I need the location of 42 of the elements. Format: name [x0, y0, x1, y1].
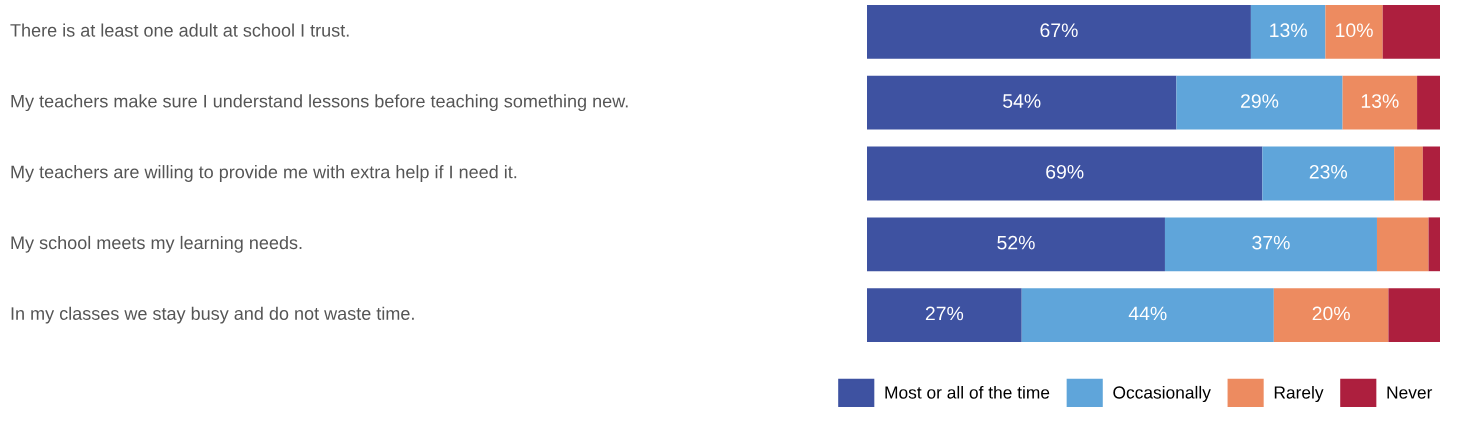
- bar: [1342, 75, 1418, 130]
- bar: [1394, 146, 1423, 201]
- y-tick-label: There is at least one adult at school I trust.: [10, 23, 349, 37]
- data-label: 29%: [1241, 94, 1279, 108]
- legend-label: Occasionally: [1113, 385, 1211, 403]
- bar: [1273, 288, 1389, 342]
- bar: [1422, 146, 1440, 201]
- data-label: 20%: [1312, 306, 1350, 321]
- bar: [1325, 5, 1383, 59]
- y-tick-label: In my classes we stay busy and do not waste time.: [11, 306, 414, 324]
- data-label: 54%: [1003, 94, 1041, 108]
- bar: [867, 5, 1251, 59]
- data-label: 67%: [1040, 23, 1078, 38]
- bar: [867, 288, 1022, 342]
- y-tick-label: My teachers are willing to provide me with extra help if I need it.: [11, 165, 517, 182]
- bar: [1388, 288, 1440, 342]
- bar: [1376, 217, 1429, 272]
- data-label: 10%: [1336, 23, 1373, 38]
- bar: [1021, 288, 1274, 342]
- y-tick-label: My school meets my learning needs.: [11, 235, 302, 253]
- bar: [1262, 146, 1395, 201]
- data-label: 52%: [997, 235, 1035, 250]
- y-tick-label: My teachers make sure I understand lessons before teaching something new.: [11, 94, 628, 112]
- bar: [1164, 217, 1377, 272]
- bar: [1176, 75, 1343, 130]
- bar: [1382, 5, 1440, 59]
- bar: [867, 217, 1165, 272]
- data-label: 69%: [1046, 164, 1084, 179]
- bar: [867, 146, 1263, 201]
- data-label: 27%: [925, 306, 964, 321]
- legend-label: Rarely: [1274, 385, 1324, 403]
- legend-label: Never: [1387, 386, 1433, 399]
- bar: [1417, 75, 1440, 130]
- bar: [1250, 5, 1326, 59]
- legend-label: Most or all of the time: [885, 385, 1050, 399]
- data-label: 23%: [1309, 164, 1348, 179]
- bar: [867, 75, 1177, 130]
- data-label: 13%: [1361, 94, 1399, 108]
- data-label: 13%: [1270, 23, 1307, 38]
- bar: [1428, 217, 1440, 272]
- data-label: 37%: [1252, 235, 1290, 250]
- data-label: 44%: [1128, 306, 1167, 321]
